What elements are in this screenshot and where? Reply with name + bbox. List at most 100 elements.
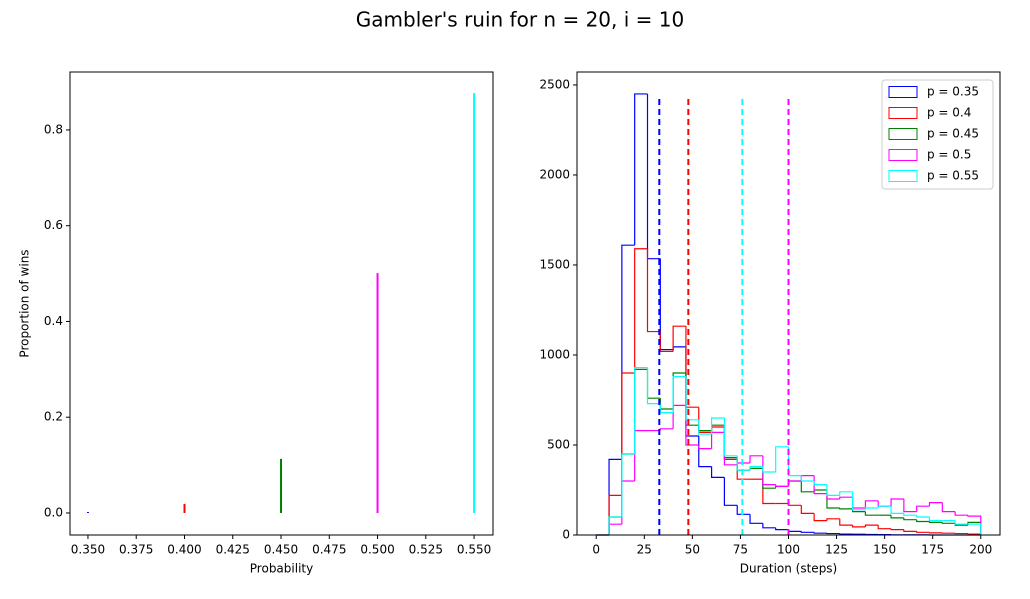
x-tick-label: 50 bbox=[685, 543, 700, 557]
y-tick-label: 0.6 bbox=[44, 218, 63, 232]
histogram-step bbox=[723, 426, 738, 460]
histogram-step bbox=[736, 459, 751, 480]
histogram-step bbox=[659, 258, 674, 351]
histogram-step bbox=[903, 529, 917, 532]
histogram-step bbox=[672, 346, 686, 350]
histogram-step bbox=[851, 491, 866, 511]
histogram-step bbox=[723, 477, 738, 506]
histogram-step bbox=[646, 367, 661, 405]
histogram-step bbox=[967, 523, 982, 535]
histogram-step bbox=[787, 480, 802, 487]
histogram-step bbox=[762, 466, 776, 473]
histogram-step bbox=[634, 368, 648, 454]
histogram-step bbox=[710, 424, 725, 431]
x-axis-label: Probability bbox=[250, 562, 313, 576]
legend-swatch bbox=[888, 149, 918, 161]
histogram-step bbox=[634, 366, 648, 454]
histogram-step bbox=[659, 403, 674, 414]
histogram-step bbox=[954, 511, 968, 516]
y-tick-label: 2000 bbox=[539, 167, 570, 181]
histogram-step bbox=[736, 462, 751, 465]
histogram-step bbox=[928, 501, 943, 507]
histogram-step bbox=[749, 514, 763, 524]
histogram-step bbox=[890, 515, 904, 519]
histogram-step bbox=[762, 479, 776, 505]
histogram-step bbox=[916, 531, 930, 533]
histogram-step bbox=[864, 500, 879, 508]
histogram-step bbox=[775, 484, 789, 487]
x-tick-label: 0.525 bbox=[409, 543, 443, 557]
histogram-step bbox=[672, 404, 686, 429]
histogram-step bbox=[698, 407, 712, 433]
histogram-step bbox=[787, 480, 802, 487]
histogram-step bbox=[800, 505, 815, 514]
histogram-step bbox=[839, 491, 853, 496]
histogram-step bbox=[787, 503, 802, 506]
histogram-step bbox=[634, 429, 648, 481]
histogram-step bbox=[608, 494, 622, 535]
histogram-step bbox=[800, 474, 815, 481]
x-tick-label: 150 bbox=[873, 543, 896, 557]
histogram-step bbox=[800, 475, 815, 482]
histogram-step bbox=[903, 517, 917, 521]
y-tick-label: 0.0 bbox=[44, 505, 63, 519]
histogram-step bbox=[672, 375, 686, 413]
histogram-step bbox=[659, 428, 674, 431]
histogram-step bbox=[787, 529, 802, 532]
histogram-step bbox=[877, 525, 892, 530]
histogram-step bbox=[916, 515, 930, 518]
axes-frame bbox=[576, 71, 1001, 536]
histogram-step bbox=[608, 523, 622, 535]
x-tick-label: 200 bbox=[969, 543, 992, 557]
histogram-step bbox=[903, 498, 917, 513]
y-axis-label: Proportion of wins bbox=[18, 249, 32, 357]
histogram-step bbox=[813, 480, 827, 486]
histogram-step bbox=[762, 523, 776, 529]
histogram-step bbox=[749, 465, 763, 471]
histogram-step bbox=[634, 248, 648, 373]
x-tick-label: 0.425 bbox=[216, 543, 250, 557]
histogram-step bbox=[928, 516, 943, 522]
histogram-step bbox=[621, 244, 635, 460]
histogram-step bbox=[775, 527, 789, 531]
histogram-step bbox=[941, 522, 956, 524]
histogram-step bbox=[608, 516, 622, 535]
y-tick-label: 500 bbox=[547, 437, 570, 451]
y-tick-label: 0 bbox=[562, 528, 570, 542]
legend-label: p = 0.55 bbox=[927, 169, 979, 183]
histogram-step bbox=[698, 444, 712, 450]
histogram-step bbox=[787, 446, 802, 477]
legend-swatch bbox=[888, 86, 918, 98]
histogram-step bbox=[621, 480, 635, 525]
histogram-step bbox=[813, 489, 827, 492]
histogram-step bbox=[659, 398, 674, 410]
histogram-step bbox=[903, 513, 917, 516]
x-tick-label: 0.400 bbox=[167, 543, 201, 557]
histogram-step bbox=[672, 372, 686, 409]
x-tick-label: 0.450 bbox=[264, 543, 298, 557]
figure-title: Gambler's ruin for n = 20, i = 10 bbox=[356, 8, 684, 32]
histogram-step bbox=[710, 431, 725, 449]
histogram-step bbox=[659, 331, 674, 352]
histogram-step bbox=[826, 518, 840, 521]
histogram-step bbox=[710, 426, 725, 433]
histogram-step bbox=[928, 521, 943, 523]
histogram-step bbox=[646, 248, 661, 333]
histogram-step bbox=[813, 513, 827, 522]
histogram-step bbox=[621, 372, 635, 496]
x-tick-label: 100 bbox=[777, 543, 800, 557]
histogram-step bbox=[839, 518, 853, 526]
histogram-step bbox=[710, 417, 725, 435]
histogram-step bbox=[916, 519, 930, 523]
histogram-step bbox=[672, 325, 686, 352]
histogram-step bbox=[890, 498, 904, 507]
histogram-step bbox=[864, 511, 879, 516]
histogram-step bbox=[698, 435, 712, 468]
x-tick-label: 125 bbox=[825, 543, 848, 557]
histogram-step bbox=[736, 505, 751, 515]
histogram-step bbox=[710, 466, 725, 478]
histogram-step bbox=[621, 453, 635, 517]
y-tick-label: 0.8 bbox=[44, 122, 63, 136]
